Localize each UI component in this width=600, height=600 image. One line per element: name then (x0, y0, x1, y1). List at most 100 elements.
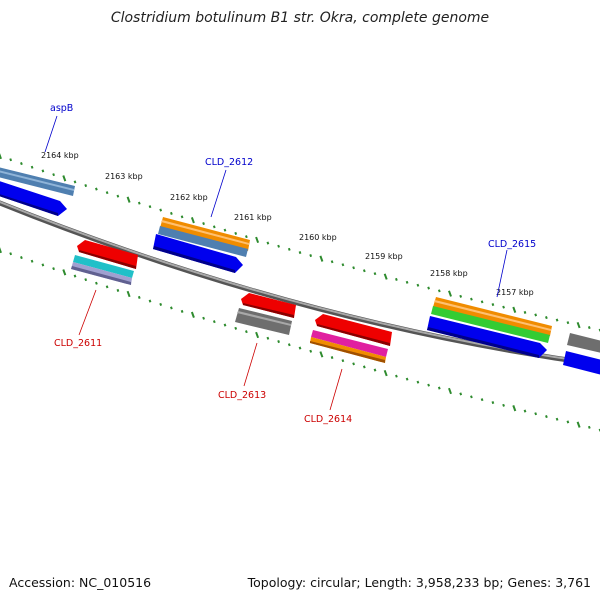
minor-tick (212, 320, 216, 324)
minor-tick (502, 305, 505, 309)
major-tick (448, 290, 452, 297)
minor-tick (223, 323, 227, 327)
minor-tick (41, 263, 45, 267)
major-tick (576, 321, 581, 329)
minor-tick (523, 310, 527, 314)
minor-tick (73, 180, 77, 184)
orange-track-highlight (434, 300, 551, 331)
major-tick (448, 387, 452, 395)
minor-tick (20, 256, 23, 260)
gene-CLD_2611[interactable] (71, 240, 138, 285)
red-arrow (315, 314, 392, 346)
blue-arrow (563, 351, 600, 375)
orange-track-highlight (161, 220, 249, 245)
label-leader-CLD_2611 (78, 289, 97, 336)
blue-arrow (427, 316, 547, 358)
gene-label-CLD_2613[interactable]: CLD_2613 (218, 390, 266, 401)
minor-tick (545, 415, 548, 419)
gray-track-highlight (237, 311, 291, 326)
minor-tick (395, 374, 398, 378)
minor-tick (116, 194, 120, 198)
gene-CLD_2612[interactable] (153, 217, 250, 273)
minor-tick (373, 272, 377, 276)
minor-tick (470, 297, 473, 301)
gene-edge-right[interactable] (563, 333, 600, 377)
minor-tick (362, 365, 366, 369)
minor-tick (266, 336, 270, 340)
minor-tick (298, 346, 302, 350)
minor-tick (598, 428, 600, 432)
outer-tick-row (0, 152, 600, 332)
gene-label-CLD_2611[interactable]: CLD_2611 (54, 338, 102, 349)
gene-label-CLD_2615[interactable]: CLD_2615 (488, 239, 536, 250)
minor-tick (30, 259, 34, 263)
minor-tick (352, 362, 355, 366)
major-tick (0, 152, 2, 160)
minor-tick (287, 247, 291, 251)
gene-label-aspB[interactable]: aspB (50, 103, 73, 114)
scale-label: 2160 kbp (299, 233, 337, 242)
minor-tick (202, 222, 205, 226)
major-tick (62, 175, 67, 182)
minor-tick (148, 205, 152, 209)
genome-stats-text: Topology: circular; Length: 3,958,233 bp… (247, 575, 591, 590)
minor-tick (459, 294, 463, 298)
red-arrow-shadow (79, 250, 136, 269)
minor-tick (159, 208, 163, 212)
minor-tick (30, 165, 34, 169)
minor-tick (555, 417, 559, 421)
gene-aspB[interactable] (0, 165, 75, 216)
minor-tick (480, 300, 484, 304)
minor-tick (266, 241, 270, 245)
lavender-track-shadow (71, 266, 131, 285)
minor-tick (566, 420, 570, 424)
scale-label: 2164 kbp (41, 151, 79, 160)
blue-arrow-shadow (427, 327, 539, 358)
label-leader-CLD_2613 (243, 342, 258, 387)
major-tick (383, 369, 388, 377)
label-leader-CLD_2615 (496, 249, 508, 298)
minor-tick (566, 321, 570, 325)
orange-track-shadow (310, 341, 385, 363)
minor-tick (416, 283, 420, 287)
minor-tick (137, 295, 141, 299)
gene-CLD_2614[interactable] (310, 314, 392, 363)
label-leader-CLD_2612 (210, 169, 227, 218)
minor-tick (598, 328, 600, 332)
minor-tick (330, 260, 334, 264)
minor-tick (20, 162, 23, 166)
steel-track (158, 226, 248, 257)
minor-tick (309, 254, 313, 258)
minor-tick (159, 302, 163, 306)
minor-tick (545, 316, 548, 320)
minor-tick (9, 158, 13, 162)
minor-tick (170, 211, 173, 215)
gene-CLD_2613[interactable] (235, 293, 296, 335)
minor-tick (523, 409, 527, 413)
minor-tick (9, 252, 13, 256)
scale-label: 2162 kbp (170, 193, 208, 202)
major-tick (126, 196, 131, 203)
minor-tick (362, 269, 366, 273)
inner-tick-row (0, 246, 600, 432)
green-track (431, 306, 550, 343)
minor-tick (41, 169, 45, 173)
gene-label-CLD_2614[interactable]: CLD_2614 (304, 414, 352, 425)
minor-tick (234, 231, 238, 235)
gene-CLD_2615[interactable] (427, 297, 552, 358)
blue-arrow-shadow (153, 246, 235, 273)
minor-tick (223, 228, 227, 232)
minor-tick (298, 251, 302, 255)
scale-label: 2157 kbp (496, 288, 534, 297)
minor-tick (427, 286, 430, 290)
minor-tick (245, 330, 248, 334)
minor-tick (534, 412, 538, 416)
minor-tick (534, 313, 538, 317)
minor-tick (84, 184, 88, 188)
minor-tick (234, 326, 238, 330)
scale-label: 2161 kbp (234, 213, 272, 222)
minor-tick (373, 368, 377, 372)
major-tick (319, 351, 324, 358)
minor-tick (587, 326, 591, 330)
gene-label-CLD_2612[interactable]: CLD_2612 (205, 157, 253, 168)
